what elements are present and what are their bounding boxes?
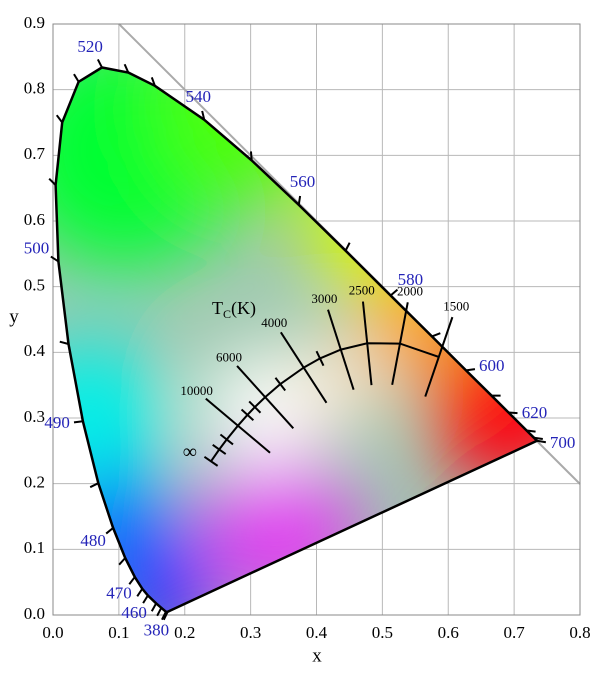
y-tick-label: 0.2 [24,473,45,492]
y-tick-label: 0.9 [24,13,45,32]
wavelength-tick [533,436,543,441]
wavelength-tick [526,429,536,433]
isotherm [236,365,295,429]
x-tick-label: 0.5 [372,623,393,642]
wavelength-tick [59,340,69,345]
wavelength-tick [465,368,476,372]
wavelength-label: 540 [185,87,211,106]
y-tick-label: 0.1 [24,538,45,557]
wavelength-label: 580 [398,270,424,289]
temperature-label: TC(K) [212,298,256,321]
isotherm [240,408,255,421]
isotherm [391,302,409,386]
temperature-value: 2000 [397,283,423,298]
y-tick-label: 0.8 [24,79,45,98]
spectral-locus [54,66,540,613]
y-tick-label: 0.6 [24,210,45,229]
isotherm [219,433,234,446]
x-tick-label: 0.1 [108,623,129,642]
x-tick-label: 0.0 [42,623,63,642]
wavelength-tick [249,151,253,161]
temperature-value: 2500 [349,283,375,298]
temperature-value: 6000 [216,349,242,364]
wavelength-tick [73,73,80,83]
wavelength-tick [48,177,57,186]
wavelength-tick [55,114,63,123]
wavelength-label: 560 [290,172,316,191]
temperature-value: 10000 [180,383,213,398]
wavelength-label: 480 [80,531,106,550]
isotherm [212,443,227,455]
y-tick-label: 0.0 [24,604,45,623]
isotherm [203,455,219,467]
wavelength-tick [50,255,59,263]
color-gamut [55,67,537,612]
isotherm [248,400,262,414]
wavelength-label: 490 [44,413,70,432]
wavelength-tick [508,411,518,415]
wavelength-tick [536,439,547,444]
wavelength-tick [161,611,167,621]
wavelength-label: 520 [77,37,103,56]
x-tick-label: 0.7 [504,623,526,642]
y-axis-label: y [9,306,19,327]
wavelength-tick [136,588,144,597]
wavelength-tick [389,288,399,297]
x-tick-label: 0.2 [174,623,195,642]
temperature-subscript: C [223,307,231,321]
wavelength-label: 500 [24,238,50,257]
wavelength-tick [73,420,84,424]
wavelength-tick [128,576,136,585]
isotherm [205,397,271,454]
temperature-symbol: T [212,298,223,318]
isotherm [315,350,325,367]
isotherm [327,309,355,390]
y-tick-label: 0.4 [24,341,46,360]
wavelength-tick [431,332,441,338]
isotherm [274,377,287,392]
wavelength-label: 620 [522,403,548,422]
isotherm [361,301,373,386]
wavelength-tick [96,58,103,68]
x-tick-label: 0.3 [240,623,261,642]
wavelength-tick [201,110,206,120]
temperature-unit: (K) [231,298,256,319]
y-tick-label: 0.3 [24,407,45,426]
x-tick-label: 0.8 [569,623,590,642]
x-tick-label: 0.6 [438,623,459,642]
y-tick-label: 0.5 [24,276,45,295]
y-tick-label: 0.7 [24,144,46,163]
wavelength-tick [150,602,158,612]
wavelength-tick [142,594,149,604]
wavelength-tick [156,607,163,617]
wavelength-label: 700 [550,433,576,452]
temperature-value: 3000 [311,291,337,306]
wavelength-tick [123,63,130,73]
wavelength-label: 470 [106,583,132,602]
wavelength-tick [344,242,351,252]
x-axis-label: x [312,645,322,666]
isotherm [424,316,454,397]
temperature-value: ∞ [183,441,197,463]
wavelength-label: 380 [144,620,170,639]
isotherm [279,331,328,404]
temperature-value: 1500 [443,299,469,314]
wavelength-tick [150,77,156,87]
wavelength-label: 600 [479,356,505,375]
wavelength-tick [297,195,302,206]
plot-frame [52,23,581,616]
wavelength-tick [162,611,169,621]
x-tick-label: 0.4 [306,623,328,642]
wavelength-label: 460 [121,603,147,622]
wavelength-tick [89,482,99,489]
wavelength-tick [118,557,126,566]
wavelength-tick [105,527,114,535]
planckian-locus [210,342,440,462]
temperature-value: 4000 [261,315,287,330]
